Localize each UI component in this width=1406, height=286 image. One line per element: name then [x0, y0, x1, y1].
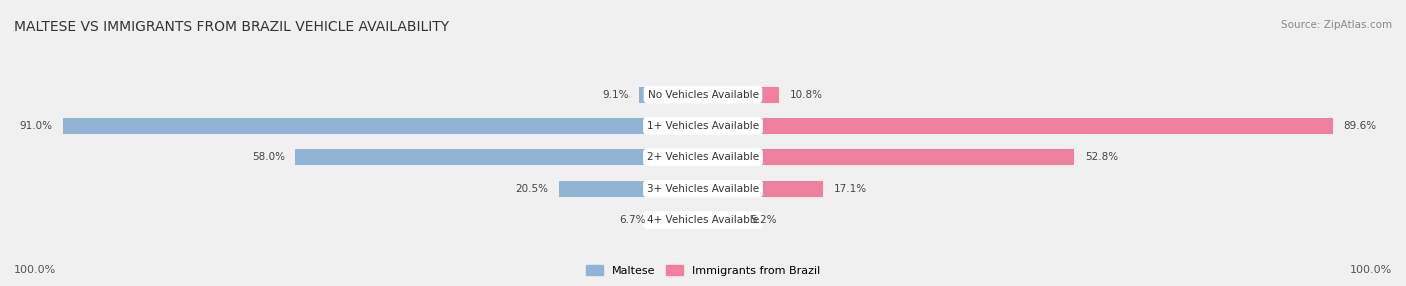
Text: 89.6%: 89.6%	[1344, 121, 1376, 131]
Text: 20.5%: 20.5%	[516, 184, 548, 194]
Text: MALTESE VS IMMIGRANTS FROM BRAZIL VEHICLE AVAILABILITY: MALTESE VS IMMIGRANTS FROM BRAZIL VEHICL…	[14, 20, 449, 34]
Bar	[703, 149, 1074, 165]
Text: 1+ Vehicles Available: 1+ Vehicles Available	[647, 121, 759, 131]
Text: 58.0%: 58.0%	[252, 152, 284, 162]
Text: 6.7%: 6.7%	[619, 215, 645, 225]
Bar	[640, 87, 703, 103]
Bar	[703, 181, 824, 197]
Text: 9.1%: 9.1%	[602, 90, 628, 100]
Text: 3+ Vehicles Available: 3+ Vehicles Available	[647, 184, 759, 194]
Text: 10.8%: 10.8%	[790, 90, 823, 100]
Text: 17.1%: 17.1%	[834, 184, 868, 194]
Text: No Vehicles Available: No Vehicles Available	[648, 90, 758, 100]
Text: Source: ZipAtlas.com: Source: ZipAtlas.com	[1281, 20, 1392, 30]
Bar	[703, 87, 779, 103]
Text: 52.8%: 52.8%	[1085, 152, 1118, 162]
Text: 100.0%: 100.0%	[14, 265, 56, 275]
Text: 5.2%: 5.2%	[751, 215, 776, 225]
Bar	[703, 212, 740, 228]
Bar	[295, 149, 703, 165]
Bar	[560, 181, 703, 197]
Bar	[703, 118, 1333, 134]
Bar	[655, 212, 703, 228]
Bar	[63, 118, 703, 134]
Text: 91.0%: 91.0%	[20, 121, 53, 131]
Text: 2+ Vehicles Available: 2+ Vehicles Available	[647, 152, 759, 162]
Text: 100.0%: 100.0%	[1350, 265, 1392, 275]
Text: 4+ Vehicles Available: 4+ Vehicles Available	[647, 215, 759, 225]
Legend: Maltese, Immigrants from Brazil: Maltese, Immigrants from Brazil	[582, 261, 824, 281]
